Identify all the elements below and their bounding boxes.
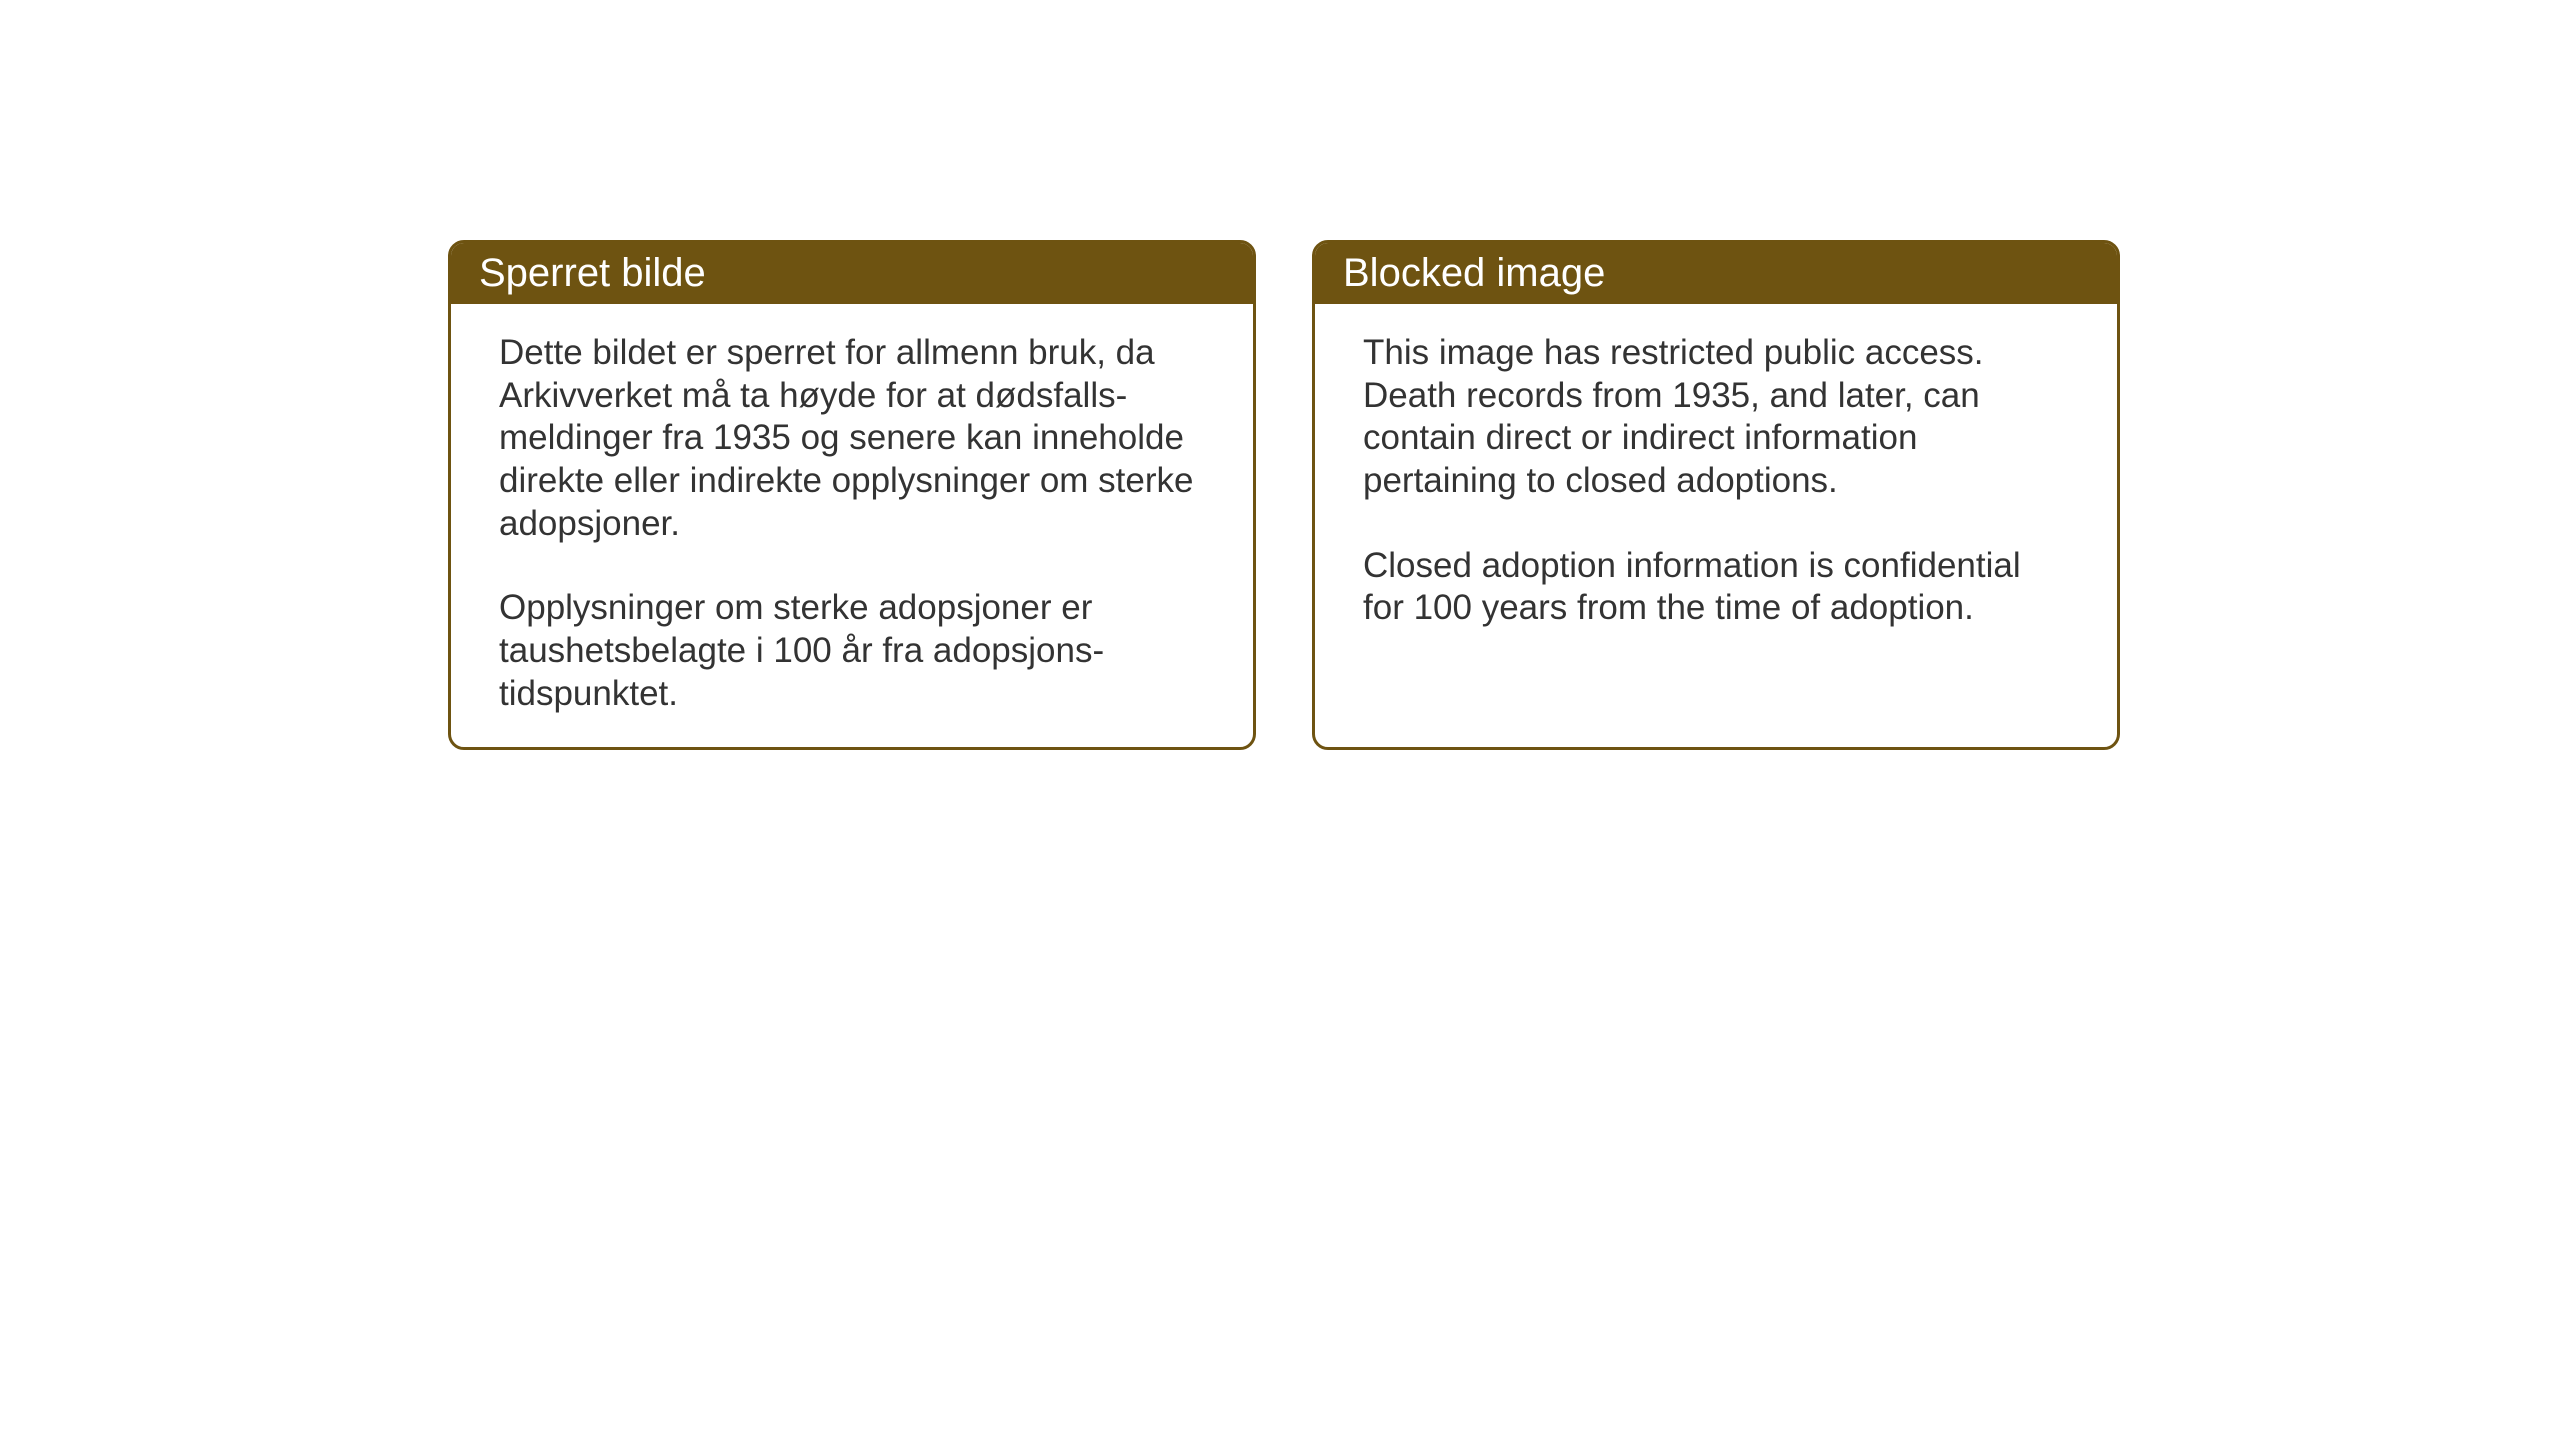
notice-title-norwegian: Sperret bilde	[479, 251, 706, 295]
notice-body-norwegian: Dette bildet er sperret for allmenn bruk…	[451, 304, 1253, 750]
notice-title-english: Blocked image	[1343, 251, 1605, 295]
notice-body-english: This image has restricted public access.…	[1315, 304, 2117, 666]
notice-header-english: Blocked image	[1315, 243, 2117, 304]
notice-paragraph-2-english: Closed adoption information is confident…	[1363, 545, 2069, 630]
notice-paragraph-1-norwegian: Dette bildet er sperret for allmenn bruk…	[499, 332, 1205, 545]
notice-container: Sperret bilde Dette bildet er sperret fo…	[448, 240, 2120, 750]
notice-paragraph-1-english: This image has restricted public access.…	[1363, 332, 2069, 503]
notice-card-english: Blocked image This image has restricted …	[1312, 240, 2120, 750]
notice-paragraph-2-norwegian: Opplysninger om sterke adopsjoner er tau…	[499, 587, 1205, 715]
notice-card-norwegian: Sperret bilde Dette bildet er sperret fo…	[448, 240, 1256, 750]
notice-header-norwegian: Sperret bilde	[451, 243, 1253, 304]
